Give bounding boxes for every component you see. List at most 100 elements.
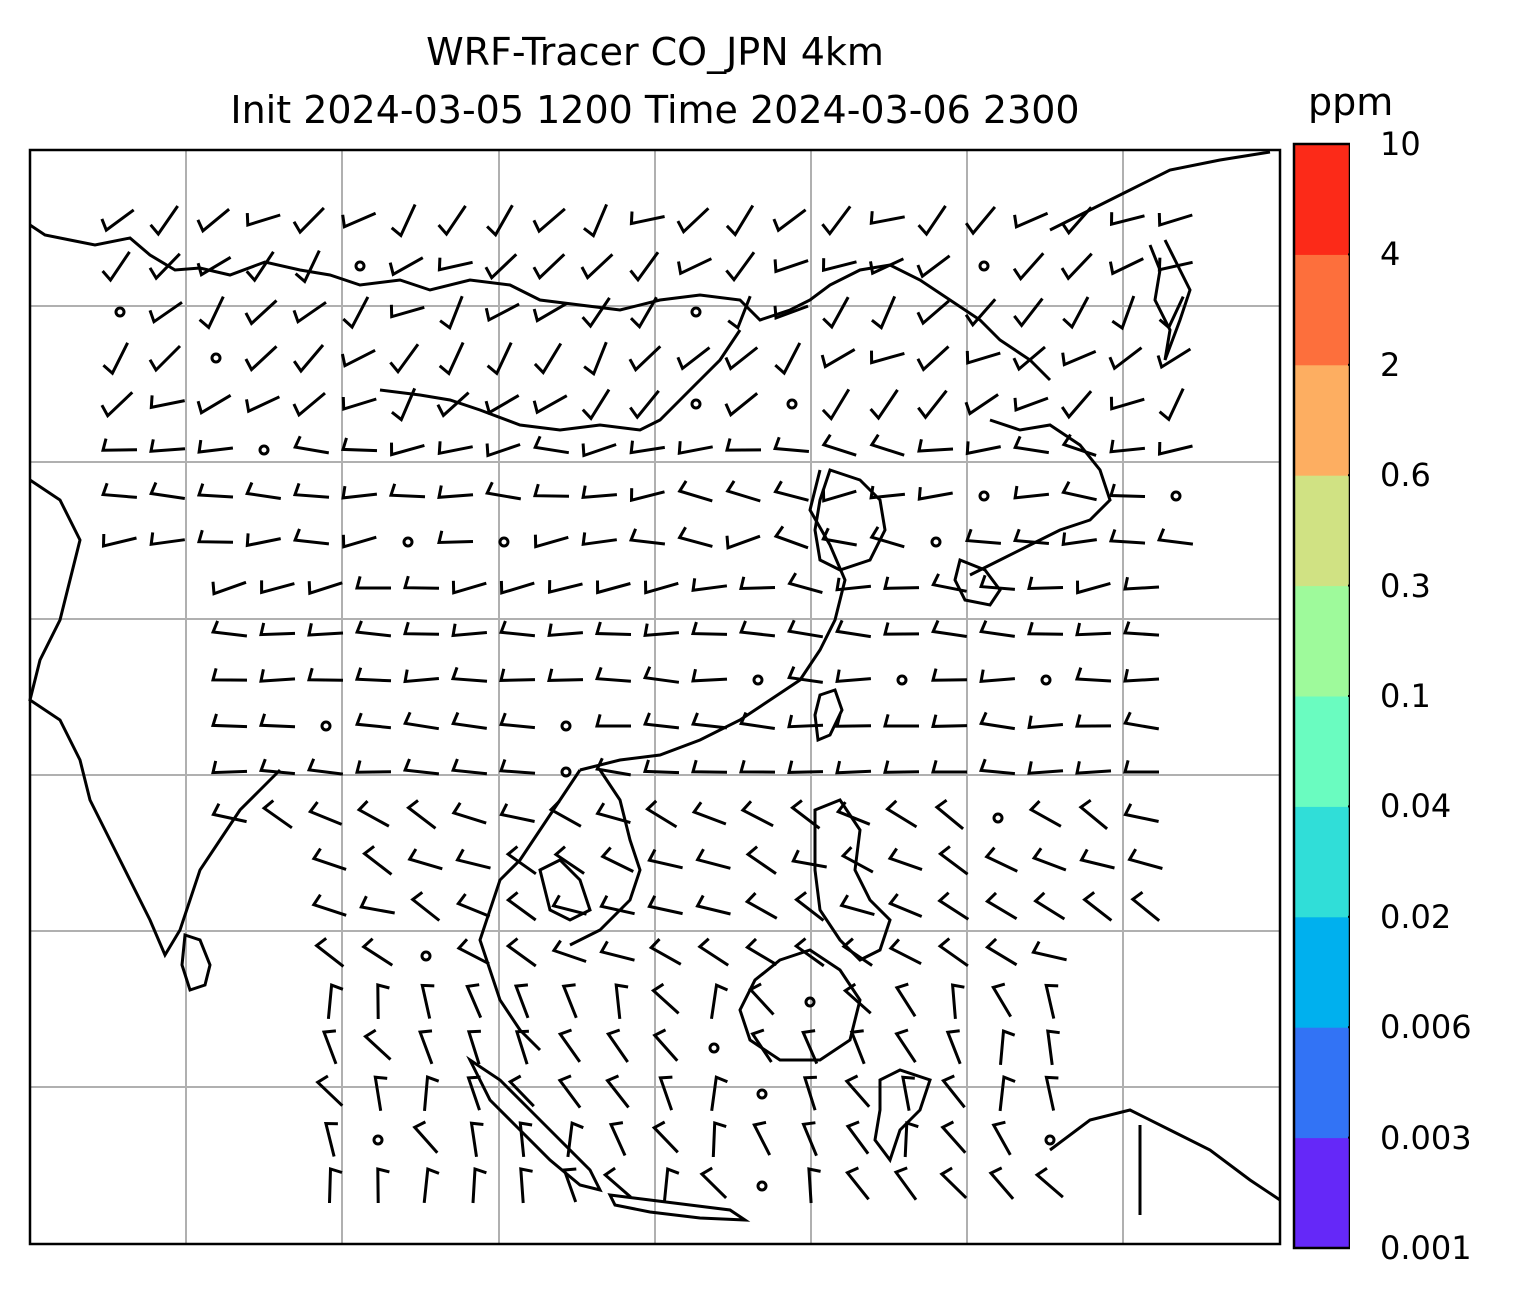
wind-barb — [149, 395, 185, 410]
wind-barb — [210, 620, 248, 638]
wind-barb — [341, 396, 377, 412]
wind-barb — [739, 576, 776, 591]
wind-barb — [773, 259, 809, 274]
wind-barb — [931, 714, 968, 728]
wind-barb — [245, 250, 275, 283]
wind-barb — [101, 251, 131, 283]
wind-barb — [557, 1074, 582, 1109]
wind-barb — [532, 302, 568, 323]
wind-barb — [548, 800, 582, 828]
wind-barb — [307, 801, 343, 826]
wind-barb — [1031, 847, 1067, 872]
wind-barb — [403, 575, 440, 590]
wind-barb — [354, 667, 392, 683]
wind-barb — [149, 481, 186, 500]
wind-barb — [245, 395, 281, 414]
coastline-kamchatka — [1148, 239, 1192, 361]
wind-barb — [893, 1166, 918, 1201]
wind-barb — [196, 256, 232, 277]
wind-barb — [903, 1120, 919, 1158]
wind-barb — [1108, 257, 1144, 276]
wind-barb — [787, 666, 824, 684]
wind-barb — [835, 801, 871, 826]
colorbar-segment — [1294, 696, 1350, 807]
wind-barb — [1027, 576, 1064, 591]
wind-barb — [532, 253, 566, 281]
colorbar-segment — [1294, 364, 1350, 476]
wind-barb — [1123, 760, 1159, 774]
wind-barb — [561, 983, 578, 1019]
wind-barb — [390, 203, 417, 238]
wind-barb — [869, 485, 906, 500]
wind-barb — [484, 302, 520, 323]
wind-barb — [314, 937, 345, 968]
wind-barb — [342, 296, 370, 330]
wind-barb — [917, 486, 953, 501]
wind-barb — [773, 525, 809, 550]
wind-barb — [725, 204, 755, 237]
calm-wind-marker — [420, 950, 432, 962]
wind-barb — [518, 1121, 533, 1158]
wind-barb — [595, 757, 631, 777]
wind-barb — [210, 713, 248, 729]
wind-barb — [355, 576, 391, 590]
wind-barb — [455, 893, 491, 918]
wind-barb — [991, 982, 1012, 1018]
wind-barb — [519, 1167, 533, 1204]
wind-barb — [677, 480, 713, 503]
colorbar-segment — [1294, 475, 1350, 587]
coastline-sulawesi — [873, 1068, 932, 1164]
wind-barb — [822, 296, 850, 330]
wind-barb — [361, 937, 394, 967]
wind-barb — [916, 254, 951, 279]
wind-barb — [774, 342, 802, 376]
calm-wind-marker — [372, 1134, 384, 1146]
wind-barb — [547, 623, 584, 638]
wind-barb — [355, 760, 392, 774]
wind-barb — [787, 760, 824, 774]
wind-barb — [691, 668, 728, 683]
wind-barb — [211, 803, 247, 824]
wind-barb — [1044, 1075, 1059, 1111]
wind-barb — [1013, 396, 1049, 412]
wind-barb — [389, 343, 420, 375]
wind-barb — [964, 393, 999, 416]
wind-barb — [650, 982, 680, 1015]
wind-barb — [724, 346, 759, 371]
map-title-line2: Init 2024-03-05 1200 Time 2024-03-06 230… — [230, 88, 1080, 132]
wind-barb — [1082, 891, 1113, 922]
calm-wind-marker — [354, 260, 366, 272]
wind-barb — [894, 1028, 917, 1064]
wind-barb — [354, 620, 392, 638]
wind-barb — [1013, 528, 1050, 545]
wind-barb — [745, 845, 777, 875]
coastline-korea — [813, 468, 887, 572]
wind-barb — [802, 1075, 817, 1111]
coastline-japan-main — [969, 418, 1112, 577]
coastline-manchuria — [379, 329, 742, 432]
calm-wind-marker — [804, 996, 816, 1008]
wind-barb — [695, 848, 731, 870]
wind-barb — [566, 1120, 584, 1158]
map-title-line1: WRF-Tracer CO_JPN 4km — [426, 30, 884, 74]
wind-barb — [420, 983, 435, 1019]
coastline-philippines — [813, 798, 892, 962]
wind-barb — [835, 760, 872, 775]
wind-barb — [595, 666, 632, 683]
wind-barb — [102, 342, 129, 376]
wind-barb — [583, 341, 608, 377]
wind-barb — [505, 891, 537, 922]
wind-barb — [148, 252, 181, 281]
wind-barb — [885, 799, 918, 829]
wind-barb — [840, 846, 874, 874]
wind-barb — [1028, 800, 1062, 828]
wind-barb — [793, 937, 825, 968]
calm-wind-marker — [258, 444, 270, 456]
wind-barb — [148, 344, 182, 373]
wind-barb — [1074, 667, 1112, 683]
wind-barb — [1079, 848, 1115, 870]
wind-barb — [1109, 396, 1145, 411]
wind-barb — [551, 939, 587, 963]
wind-barb — [557, 1028, 582, 1063]
wind-barb — [450, 666, 488, 683]
